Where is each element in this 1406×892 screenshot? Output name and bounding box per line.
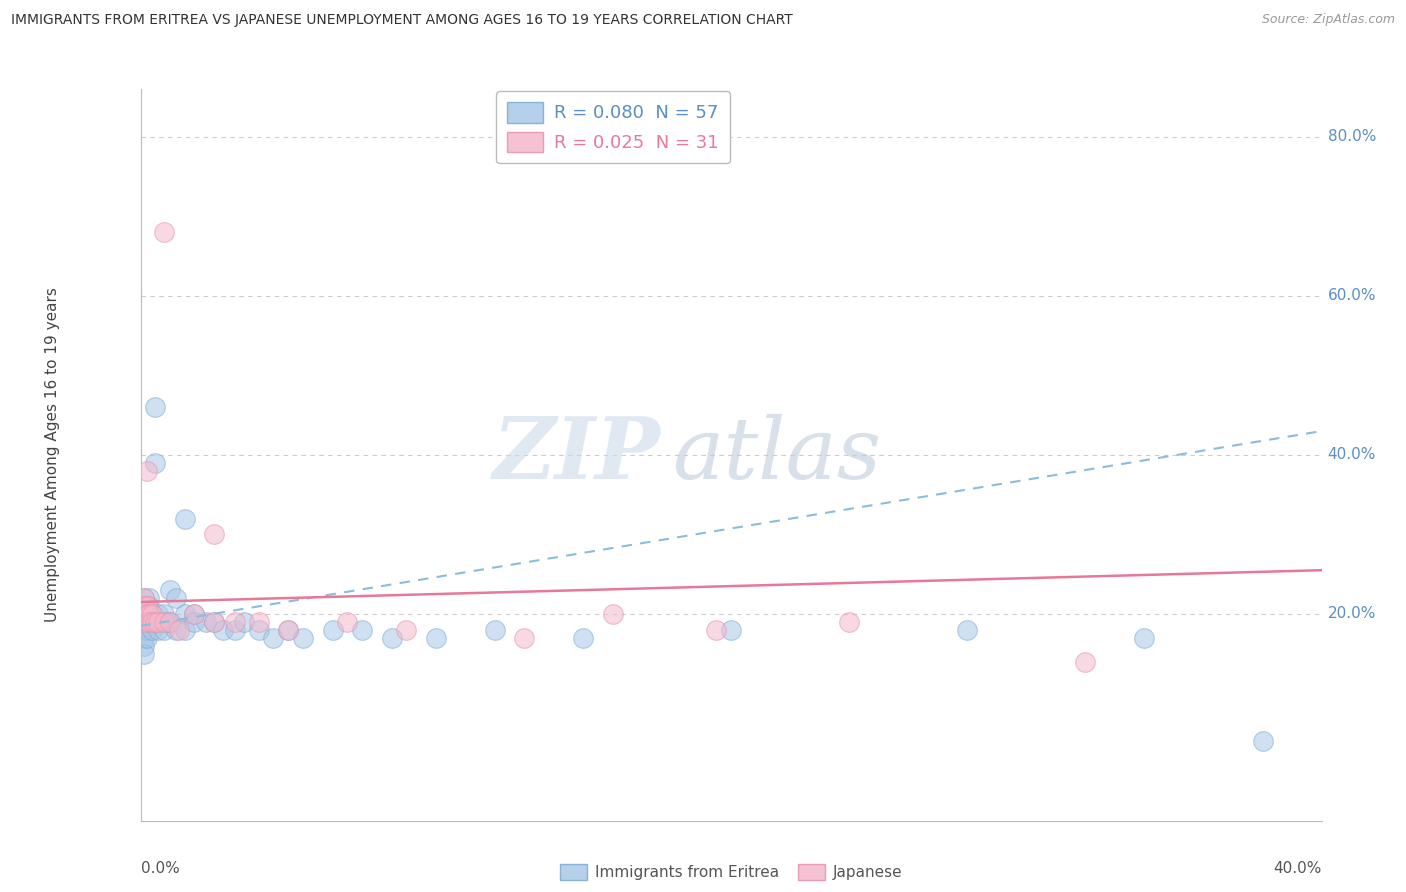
Point (145, 401, 166, 415)
Point (1133, 631, 1156, 645)
Text: Source: ZipAtlas.com: Source: ZipAtlas.com (1261, 13, 1395, 27)
Point (720, 623, 742, 637)
Point (513, 631, 536, 645)
Point (145, 456, 166, 470)
Point (132, 607, 155, 621)
Point (145, 615, 166, 629)
Point (138, 607, 160, 621)
Point (153, 607, 176, 621)
Point (132, 631, 155, 645)
Point (277, 623, 299, 637)
Point (141, 607, 163, 621)
Point (145, 615, 166, 629)
Point (132, 599, 155, 613)
Point (132, 623, 155, 637)
Point (183, 607, 205, 621)
Point (174, 607, 197, 621)
Legend: Immigrants from Eritrea, Japanese: Immigrants from Eritrea, Japanese (554, 858, 908, 886)
Point (148, 615, 170, 629)
Point (247, 623, 270, 637)
Point (292, 631, 315, 645)
Point (224, 623, 246, 637)
Point (395, 623, 418, 637)
Point (132, 591, 155, 605)
Text: 60.0%: 60.0% (1327, 288, 1376, 303)
Point (138, 591, 160, 605)
Point (150, 615, 173, 629)
Point (1074, 655, 1097, 669)
Point (159, 615, 181, 629)
Point (132, 639, 155, 653)
Point (138, 599, 160, 613)
Text: 80.0%: 80.0% (1327, 129, 1376, 145)
Point (135, 631, 157, 645)
Point (135, 599, 157, 613)
Point (135, 615, 157, 629)
Text: ZIP: ZIP (492, 413, 661, 497)
Point (159, 615, 181, 629)
Point (141, 615, 163, 629)
Point (167, 623, 190, 637)
Point (380, 631, 404, 645)
Point (132, 591, 155, 605)
Point (704, 623, 728, 637)
Point (262, 631, 284, 645)
Point (165, 623, 187, 637)
Point (135, 607, 157, 621)
Point (153, 623, 176, 637)
Point (602, 607, 624, 621)
Point (484, 623, 506, 637)
Point (153, 615, 176, 629)
Text: 20.0%: 20.0% (1327, 607, 1376, 622)
Text: 40.0%: 40.0% (1274, 861, 1322, 876)
Point (174, 511, 197, 525)
Point (153, 225, 176, 239)
Point (202, 615, 225, 629)
Point (159, 583, 181, 598)
Text: 40.0%: 40.0% (1327, 448, 1376, 462)
Point (956, 623, 979, 637)
Point (138, 615, 160, 629)
Point (132, 647, 155, 661)
Point (183, 607, 205, 621)
Point (202, 527, 225, 541)
Point (277, 623, 299, 637)
Point (141, 623, 163, 637)
Point (336, 615, 359, 629)
Point (352, 623, 374, 637)
Point (233, 615, 256, 629)
Point (132, 607, 155, 621)
Point (138, 607, 160, 621)
Point (135, 599, 157, 613)
Text: atlas: atlas (672, 414, 882, 496)
Point (183, 615, 205, 629)
Text: IMMIGRANTS FROM ERITREA VS JAPANESE UNEMPLOYMENT AMONG AGES 16 TO 19 YEARS CORRE: IMMIGRANTS FROM ERITREA VS JAPANESE UNEM… (11, 13, 793, 28)
Point (135, 607, 157, 621)
Point (141, 607, 163, 621)
Point (1251, 734, 1274, 748)
Point (202, 615, 225, 629)
Text: 0.0%: 0.0% (141, 861, 180, 876)
Point (247, 615, 270, 629)
Point (132, 599, 155, 613)
Point (148, 623, 170, 637)
Point (838, 615, 860, 629)
Point (194, 615, 217, 629)
Point (135, 464, 157, 478)
Point (148, 607, 170, 621)
Point (224, 615, 246, 629)
Point (321, 623, 344, 637)
Point (212, 623, 235, 637)
Text: Unemployment Among Ages 16 to 19 years: Unemployment Among Ages 16 to 19 years (45, 287, 59, 623)
Point (132, 615, 155, 629)
Point (165, 591, 187, 605)
Point (174, 623, 197, 637)
Point (156, 615, 179, 629)
Point (572, 631, 595, 645)
Point (132, 615, 155, 629)
Point (135, 623, 157, 637)
Point (425, 631, 447, 645)
Point (138, 615, 160, 629)
